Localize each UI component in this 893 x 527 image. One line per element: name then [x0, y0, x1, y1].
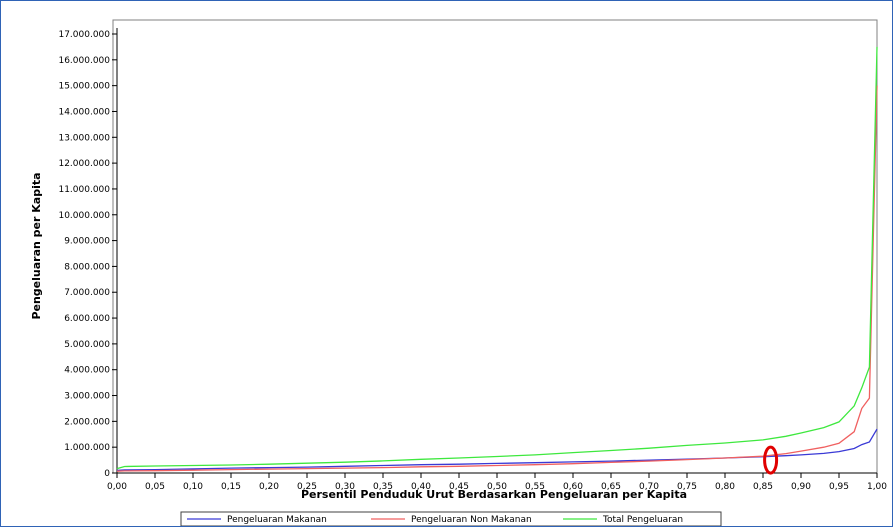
y-tick-label: 3.000.000 [64, 392, 110, 402]
x-tick-label: 0,50 [487, 482, 507, 492]
legend-box [180, 511, 722, 526]
y-tick-label: 2.000.000 [64, 417, 110, 427]
x-tick-label: 0,00 [107, 482, 127, 492]
y-tick-label: 11.000.000 [58, 185, 110, 195]
legend: Pengeluaran Makanan Pengeluaran Non Makan… [180, 511, 722, 526]
y-axis-label: Pengeluaran per Kapita [30, 172, 43, 319]
x-tick-label: 0,80 [715, 482, 735, 492]
highlight-ellipse [763, 445, 779, 475]
x-tick-label: 0,20 [259, 482, 279, 492]
legend-label-3: Total Pengeluaran [602, 515, 683, 525]
x-tick-label: 0,25 [297, 482, 317, 492]
y-tick-label: 13.000.000 [58, 133, 110, 143]
x-tick-label: 0,95 [829, 482, 849, 492]
x-tick-label: 0,05 [145, 482, 165, 492]
x-tick-label: 0,60 [563, 482, 583, 492]
legend-label-1: Pengeluaran Makanan [227, 515, 327, 525]
plot-area [112, 19, 878, 474]
y-tick-label: 5.000.000 [64, 340, 110, 350]
y-axis: 0 1.000.000 2.000.000 3.000.000 4.000.000 5.0… [58, 28, 118, 479]
x-tick-label: 1,00 [867, 482, 887, 492]
x-tick-label: 0,35 [373, 482, 393, 492]
x-tick-label: 0,75 [677, 482, 697, 492]
x-tick-label: 0,65 [601, 482, 621, 492]
x-axis: 0,00 0,05 0,10 0,15 0,20 0,25 0,30 0,35 0,40 0,45… [107, 472, 887, 492]
y-tick-label: 10.000.000 [58, 211, 110, 221]
x-tick-label: 0,70 [639, 482, 659, 492]
series-group [116, 46, 878, 472]
legend-label-2: Pengeluaran Non Makanan [411, 515, 532, 525]
y-tick-label: 15.000.000 [58, 82, 110, 92]
y-tick-label: 9.000.000 [64, 237, 110, 247]
y-tick-label: 16.000.000 [58, 56, 110, 66]
x-tick-label: 0,10 [183, 482, 203, 492]
y-tick-label: 1.000.000 [64, 443, 110, 453]
y-tick-label: 4.000.000 [64, 366, 110, 376]
y-tick-label: 0 [104, 469, 110, 479]
x-tick-label: 0,55 [525, 482, 545, 492]
x-tick-label: 0,90 [791, 482, 811, 492]
y-tick-label: 6.000.000 [64, 314, 110, 324]
series-line-1 [116, 428, 878, 472]
x-axis-label: Persentil Penduduk Urut Berdasarkan Peng… [301, 488, 687, 501]
x-tick-label: 0,30 [335, 482, 355, 492]
y-tick-label: 14.000.000 [58, 107, 110, 117]
y-tick-label: 17.000.000 [58, 30, 110, 40]
y-tick-label: 7.000.000 [64, 288, 110, 298]
series-line-3 [116, 46, 878, 470]
x-tick-label: 0,85 [753, 482, 773, 492]
y-tick-label: 8.000.000 [64, 262, 110, 272]
x-tick-label: 0,45 [449, 482, 469, 492]
x-tick-label: 0,15 [221, 482, 241, 492]
x-tick-label: 0,40 [411, 482, 431, 492]
y-tick-label: 12.000.000 [58, 159, 110, 169]
series-line-2 [116, 85, 878, 472]
